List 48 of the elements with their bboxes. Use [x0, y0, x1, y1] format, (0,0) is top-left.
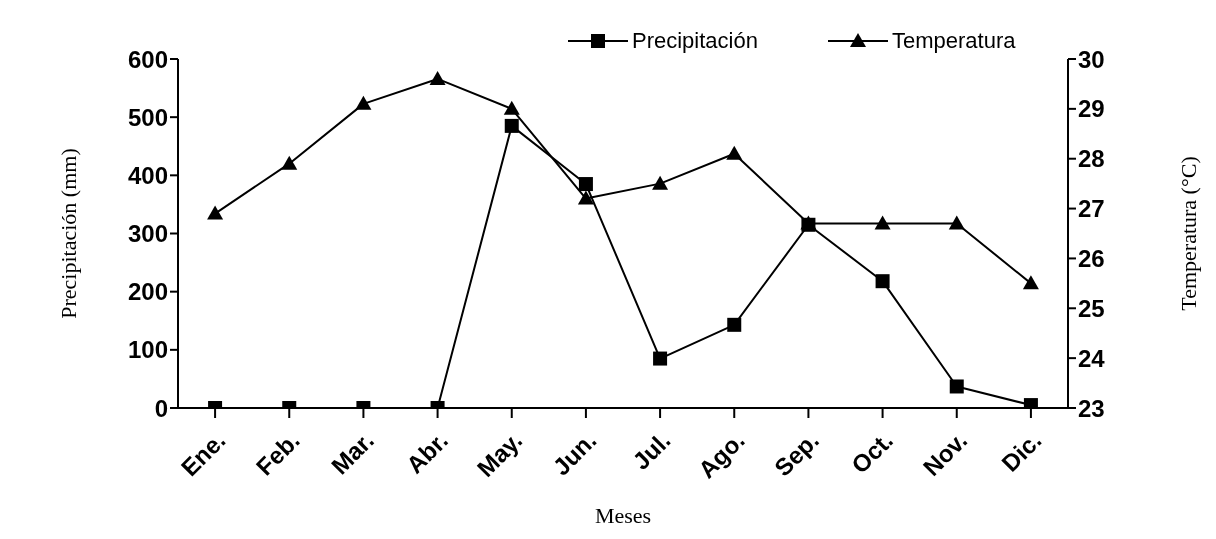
y-tick-label: 100	[127, 336, 168, 364]
x-tick-label: Sep.	[769, 426, 824, 482]
x-tick-label: May.	[471, 426, 528, 483]
y-tick-label: 200	[127, 278, 168, 306]
point	[727, 317, 742, 332]
point	[875, 274, 890, 289]
point	[578, 177, 593, 192]
point	[504, 118, 519, 133]
point	[577, 190, 594, 205]
x-tick-label: Jun.	[547, 426, 602, 481]
x-tick-label: Nov.	[917, 426, 973, 482]
y-tick-label: 300	[127, 220, 168, 248]
y-tick-label: 400	[127, 161, 168, 189]
point	[503, 100, 520, 115]
y2-tick-label: 28	[1078, 145, 1105, 173]
point	[652, 175, 669, 190]
point	[726, 145, 743, 160]
legend-label: Precipitación	[632, 28, 758, 53]
y-tick-label: 500	[127, 103, 168, 131]
y2-tick-label: 24	[1078, 344, 1106, 372]
point	[429, 70, 446, 85]
x-axis-title: Meses	[594, 503, 652, 528]
y2-axis-title: Temperatura (°C)	[1175, 156, 1201, 311]
point	[1022, 275, 1039, 290]
y2-tick-label: 26	[1078, 244, 1105, 272]
point	[281, 155, 298, 170]
point	[207, 205, 224, 220]
point	[874, 215, 891, 230]
legend-label: Temperatura	[892, 28, 1017, 53]
y-axis-title: Precipitación (mm)	[55, 148, 81, 319]
y2-tick-label: 25	[1078, 294, 1105, 322]
x-tick-label: Jul.	[627, 426, 676, 475]
y-tick-label: 0	[154, 394, 168, 422]
point	[653, 351, 668, 366]
x-tick-label: Mar.	[325, 426, 379, 480]
y2-tick-label: 29	[1078, 95, 1105, 123]
point	[948, 215, 965, 230]
y-tick-label: 600	[127, 45, 168, 73]
y2-tick-label: 27	[1078, 195, 1105, 223]
y2-tick-label: 30	[1078, 45, 1105, 73]
x-tick-label: Abr.	[401, 426, 454, 479]
x-tick-label: Ago.	[692, 426, 750, 484]
x-tick-label: Dic.	[996, 426, 1047, 477]
point	[355, 95, 372, 110]
x-tick-label: Oct.	[846, 426, 899, 479]
x-tick-label: Feb.	[250, 426, 305, 481]
y2-tick-label: 23	[1078, 394, 1105, 422]
x-tick-label: Ene.	[175, 426, 231, 482]
